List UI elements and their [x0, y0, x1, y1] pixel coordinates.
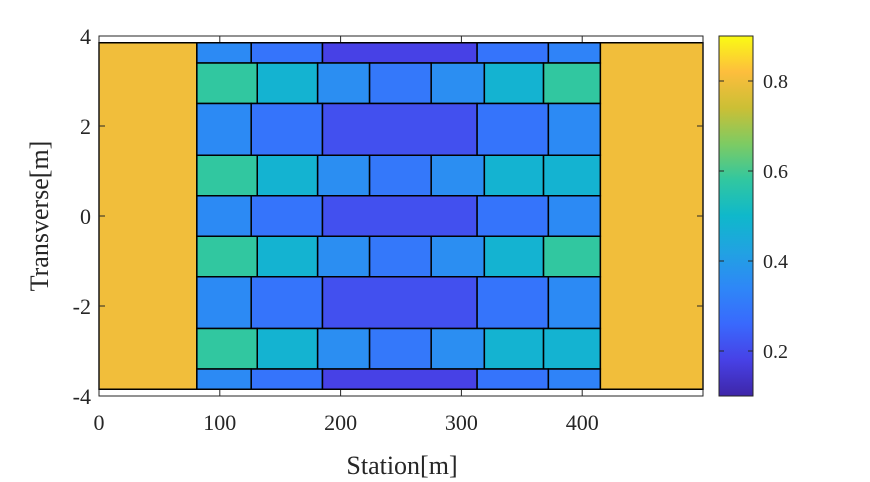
heatmap-cell — [476, 102, 550, 156]
heatmap-cell — [250, 102, 324, 156]
heatmap-cell — [321, 195, 478, 237]
heatmap-cell — [196, 42, 252, 64]
heatmap-cell — [430, 327, 486, 370]
x-axis-ticks: 0 100 200 300 400 — [94, 36, 599, 435]
heatmap-cell — [256, 62, 319, 105]
heatmap-cell — [316, 327, 371, 370]
colorbar-tick-label: 0.4 — [763, 251, 788, 273]
colorbar — [718, 35, 754, 397]
heatmap-cell — [196, 368, 252, 390]
heatmap-cell — [256, 235, 319, 278]
heatmap-cell — [483, 62, 545, 105]
heatmap-cell — [430, 235, 486, 278]
heatmap-cell — [321, 276, 478, 330]
heatmap-cell — [547, 42, 602, 64]
heatmap-cell — [483, 235, 545, 278]
y-tick-label: 4 — [80, 24, 91, 49]
heatmap-cell — [547, 276, 602, 330]
heatmap-cell — [316, 235, 371, 278]
colorbar-ticks: 0.2 0.4 0.6 0.8 — [719, 71, 788, 363]
heatmap-cell — [196, 276, 252, 330]
heatmap-cell — [250, 195, 324, 237]
y-axis-label: Transverse[m] — [25, 141, 54, 292]
heatmap-cell — [196, 327, 258, 370]
y-tick-label: -4 — [73, 384, 91, 409]
heatmap-cell — [196, 102, 252, 156]
heatmap-cell — [250, 276, 324, 330]
heatmap-cell — [368, 62, 432, 105]
heatmap-cell — [542, 235, 602, 278]
colorbar-tick-label: 0.6 — [763, 161, 788, 183]
y-tick-label: 0 — [80, 204, 91, 229]
heatmap-cell — [316, 62, 371, 105]
heatmap-cell — [196, 154, 258, 197]
heatmap-cell — [599, 42, 704, 390]
x-tick-label: 400 — [566, 410, 599, 435]
heatmap-cell — [256, 154, 319, 197]
y-tick-label: 2 — [80, 114, 91, 139]
x-tick-label: 0 — [94, 410, 105, 435]
heatmap-cell — [476, 195, 550, 237]
heatmap-cell — [476, 276, 550, 330]
heatmap-cell — [321, 42, 478, 64]
colorbar-tick-label: 0.8 — [763, 71, 788, 93]
heatmap-cell — [547, 102, 602, 156]
heatmap-cell — [196, 62, 258, 105]
heatmap-cell — [196, 195, 252, 237]
y-axis-ticks: -4 -2 0 2 4 — [73, 24, 703, 409]
heatmap-cell — [547, 368, 602, 390]
heatmap-cell — [250, 42, 324, 64]
heatmap-cell — [368, 327, 432, 370]
heatmap-cell — [196, 235, 258, 278]
heatmap-cell — [430, 154, 486, 197]
heatmap-cell — [250, 368, 324, 390]
heatmap-cell — [542, 327, 602, 370]
heatmap-cell — [483, 327, 545, 370]
heatmap-cell — [483, 154, 545, 197]
x-tick-label: 200 — [324, 410, 357, 435]
x-axis-label: Station[m] — [346, 451, 457, 480]
heatmap-cell — [98, 42, 198, 390]
heatmap-cell — [321, 368, 478, 390]
heatmap-cell — [430, 62, 486, 105]
heatmap-cell — [542, 62, 602, 105]
heatmap-cell — [476, 42, 550, 64]
heatmap-cell — [316, 154, 371, 197]
heatmap-cell — [368, 154, 432, 197]
x-tick-label: 100 — [203, 410, 236, 435]
heatmap-cell — [476, 368, 550, 390]
heatmap-cell — [542, 154, 602, 197]
heatmap-cell — [321, 102, 478, 156]
colorbar-tick-label: 0.2 — [763, 341, 788, 363]
y-tick-label: -2 — [73, 294, 91, 319]
heatmap-cell — [547, 195, 602, 237]
heatmap-cell — [368, 235, 432, 278]
plot-cells — [98, 42, 704, 390]
heatmap-cell — [256, 327, 319, 370]
x-tick-label: 300 — [445, 410, 478, 435]
